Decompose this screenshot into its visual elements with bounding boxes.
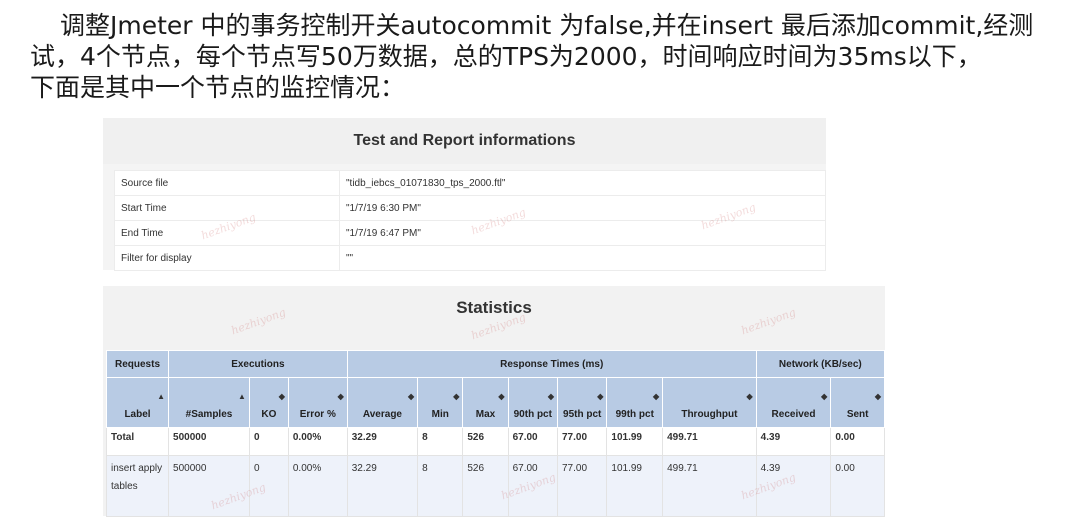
statistics-title: Statistics (103, 286, 885, 330)
cell: 0 (249, 456, 288, 517)
group-executions: Executions (169, 351, 348, 378)
sort-icon: ◆ (338, 392, 344, 401)
col-received[interactable]: Received ◆ (756, 378, 831, 428)
cell: 8 (418, 456, 463, 517)
col-throughput[interactable]: Throughput ◆ (663, 378, 757, 428)
info-key: End Time (115, 221, 340, 246)
info-row: Source file "tidb_iebcs_01071830_tps_200… (115, 171, 826, 196)
sort-icon: ◆ (597, 392, 603, 401)
intro-text: 调整Jmeter 中的事务控制开关autocommit 为false,并在ins… (30, 10, 1070, 103)
col-average[interactable]: Average ◆ (347, 378, 417, 428)
cell: 499.71 (663, 456, 757, 517)
sort-icon: ◆ (408, 392, 414, 401)
intro-line-2: 试，4个节点，每个节点写50万数据，总的TPS为2000，时间响应时间为35ms… (30, 41, 1070, 72)
cell: 4.39 (756, 428, 831, 456)
cell: 32.29 (347, 456, 417, 517)
sort-icon: ◆ (875, 392, 881, 401)
group-network: Network (KB/sec) (756, 351, 884, 378)
info-value: "1/7/19 6:47 PM" (340, 221, 826, 246)
cell: insert apply tables (107, 456, 169, 517)
col-label[interactable]: Label ▲ (107, 378, 169, 428)
col-sent[interactable]: Sent ◆ (831, 378, 885, 428)
sort-icon: ▲︎ (238, 392, 246, 401)
statistics-panel: Statistics Requests Executions Response … (103, 286, 885, 516)
cell: Total (107, 428, 169, 456)
group-response-times: Response Times (ms) (347, 351, 756, 378)
cell: 0.00% (288, 428, 347, 456)
cell: 67.00 (508, 428, 557, 456)
sort-icon: ◆ (548, 392, 554, 401)
col-error[interactable]: Error % ◆ (288, 378, 347, 428)
cell: 8 (418, 428, 463, 456)
cell: 526 (463, 456, 508, 517)
info-key: Source file (115, 171, 340, 196)
info-value: "" (340, 246, 826, 271)
col-95th[interactable]: 95th pct ◆ (557, 378, 606, 428)
sort-icon: ◆ (279, 392, 285, 401)
sort-icon: ◆ (747, 392, 753, 401)
group-header-row: Requests Executions Response Times (ms) … (107, 351, 885, 378)
cell: 500000 (169, 456, 250, 517)
col-max[interactable]: Max ◆ (463, 378, 508, 428)
cell: 101.99 (607, 428, 663, 456)
intro-line-1: 调整Jmeter 中的事务控制开关autocommit 为false,并在ins… (30, 10, 1070, 41)
report-info-panel: Test and Report informations Source file… (103, 118, 826, 270)
col-99th[interactable]: 99th pct ◆ (607, 378, 663, 428)
info-row: End Time "1/7/19 6:47 PM" (115, 221, 826, 246)
info-key: Filter for display (115, 246, 340, 271)
intro-line-3: 下面是其中一个节点的监控情况： (30, 72, 1070, 103)
cell: 0.00% (288, 456, 347, 517)
info-key: Start Time (115, 196, 340, 221)
sort-asc-icon: ▲ (157, 392, 165, 401)
cell: 499.71 (663, 428, 757, 456)
group-requests: Requests (107, 351, 169, 378)
sort-icon: ◆ (653, 392, 659, 401)
sort-icon: ◆ (821, 392, 827, 401)
cell: 32.29 (347, 428, 417, 456)
cell: 77.00 (557, 428, 606, 456)
cell: 77.00 (557, 456, 606, 517)
info-value: "tidb_iebcs_01071830_tps_2000.ftl" (340, 171, 826, 196)
info-row: Start Time "1/7/19 6:30 PM" (115, 196, 826, 221)
cell: 526 (463, 428, 508, 456)
cell: 67.00 (508, 456, 557, 517)
table-row: insert apply tables 500000 0 0.00% 32.29… (107, 456, 885, 517)
sort-icon: ◆ (453, 392, 459, 401)
total-row: Total 500000 0 0.00% 32.29 8 526 67.00 7… (107, 428, 885, 456)
sort-icon: ◆ (498, 392, 504, 401)
cell: 0.00 (831, 456, 885, 517)
col-ko[interactable]: KO ◆ (249, 378, 288, 428)
cell: 0 (249, 428, 288, 456)
cell: 101.99 (607, 456, 663, 517)
col-min[interactable]: Min ◆ (418, 378, 463, 428)
info-row: Filter for display "" (115, 246, 826, 271)
info-value: "1/7/19 6:30 PM" (340, 196, 826, 221)
report-info-table: Source file "tidb_iebcs_01071830_tps_200… (114, 170, 826, 271)
col-samples[interactable]: #Samples ▲︎ (169, 378, 250, 428)
cell: 500000 (169, 428, 250, 456)
report-title: Test and Report informations (103, 118, 826, 164)
col-90th[interactable]: 90th pct ◆ (508, 378, 557, 428)
cell: 4.39 (756, 456, 831, 517)
statistics-table: Requests Executions Response Times (ms) … (106, 350, 885, 517)
cell: 0.00 (831, 428, 885, 456)
column-header-row: Label ▲ #Samples ▲︎ KO ◆ Error % ◆ Average ◆ … (107, 378, 885, 428)
